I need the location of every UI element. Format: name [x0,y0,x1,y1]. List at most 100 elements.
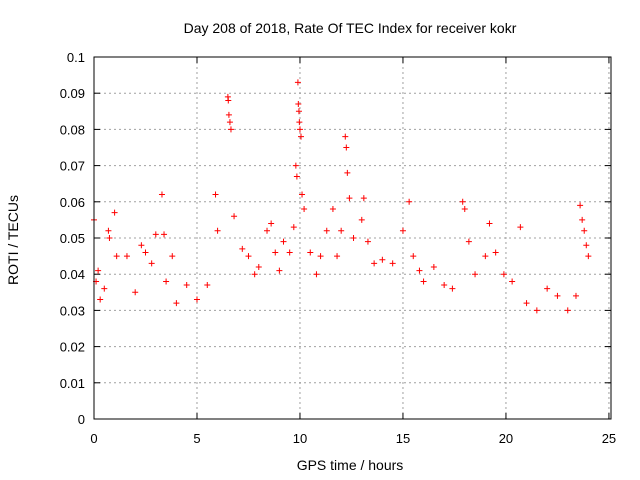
data-point [416,267,423,274]
y-tick-label: 0.06 [60,195,85,210]
data-point [290,224,297,231]
data-point [364,238,371,245]
data-point [111,209,118,216]
data-point [406,198,413,205]
y-tick-label: 0.09 [60,86,85,101]
y-tick-label: 0.03 [60,303,85,318]
data-point [313,271,320,278]
data-point [317,253,324,260]
data-point [344,169,351,176]
data-point [105,227,112,234]
data-point [227,126,234,133]
y-tick-label: 0.04 [60,267,85,282]
data-point [517,224,524,231]
data-point [523,300,530,307]
data-point [441,282,448,289]
data-point [272,249,279,256]
y-tick-label: 0.02 [60,340,85,355]
data-point [193,296,200,303]
data-point [544,285,551,292]
chart-title: Day 208 of 2018, Rate Of TEC Index for r… [184,20,517,36]
data-point [226,119,233,126]
data-point [264,227,271,234]
grid-lines [94,57,611,419]
data-point [225,111,232,118]
data-point [173,300,180,307]
data-point [152,231,159,238]
data-point [334,253,341,260]
data-point [231,213,238,220]
x-tick-label: 10 [293,431,307,446]
data-point [295,101,302,108]
data-point [459,198,466,205]
data-point [389,260,396,267]
data-point [533,307,540,314]
data-point [371,260,378,267]
y-tick-label: 0.08 [60,122,85,137]
data-point [486,220,493,227]
data-point [509,278,516,285]
data-point [338,227,345,234]
data-point [101,285,108,292]
y-tick-label: 0.07 [60,159,85,174]
axis-ticks: 0 0.01 0.02 0.03 0.04 0.05 0.06 0.07 0.08 0.09 0.1… [60,50,616,446]
data-point [342,133,349,140]
data-point [307,249,314,256]
data-point [97,296,104,303]
data-point [461,206,468,213]
data-point [449,285,456,292]
y-axis-label: ROTI / TECUs [5,195,21,285]
data-point [296,119,303,126]
data-point [583,242,590,249]
data-point [204,282,211,289]
data-point [472,271,479,278]
data-point [292,162,299,169]
data-point [214,227,221,234]
data-point [106,235,113,241]
data-point [343,144,350,151]
data-point [183,282,190,289]
data-point [280,238,287,245]
data-point [158,191,165,198]
data-point [294,79,301,86]
y-tick-label: 0 [78,412,85,427]
data-point [399,227,406,234]
x-tick-label: 0 [90,431,97,446]
y-tick-label: 0.1 [67,50,85,65]
data-point [293,173,300,180]
data-point [268,220,275,227]
data-point [163,278,170,285]
data-point [420,278,427,285]
data-point [123,253,130,260]
y-tick-label: 0.05 [60,231,85,246]
data-point [465,238,472,245]
data-point [360,195,367,202]
data-point [410,253,417,260]
data-point [298,133,305,140]
data-point [301,206,308,213]
data-point [329,206,336,213]
data-point [286,249,293,256]
data-point [379,256,386,263]
x-tick-label: 5 [193,431,200,446]
data-point [239,245,246,252]
data-point [554,292,561,299]
data-point [169,253,176,260]
data-point [95,267,102,274]
data-points [91,79,592,314]
data-point [482,253,489,260]
data-point [299,191,306,198]
data-point [581,227,588,234]
data-point [132,289,139,296]
data-point [577,202,584,209]
data-point [212,191,219,198]
data-point [358,216,365,223]
data-point [579,216,586,223]
data-point [585,253,592,260]
data-point [572,292,579,299]
data-point [350,235,357,241]
data-point [245,253,252,260]
data-point [225,97,232,104]
data-point [113,253,120,260]
